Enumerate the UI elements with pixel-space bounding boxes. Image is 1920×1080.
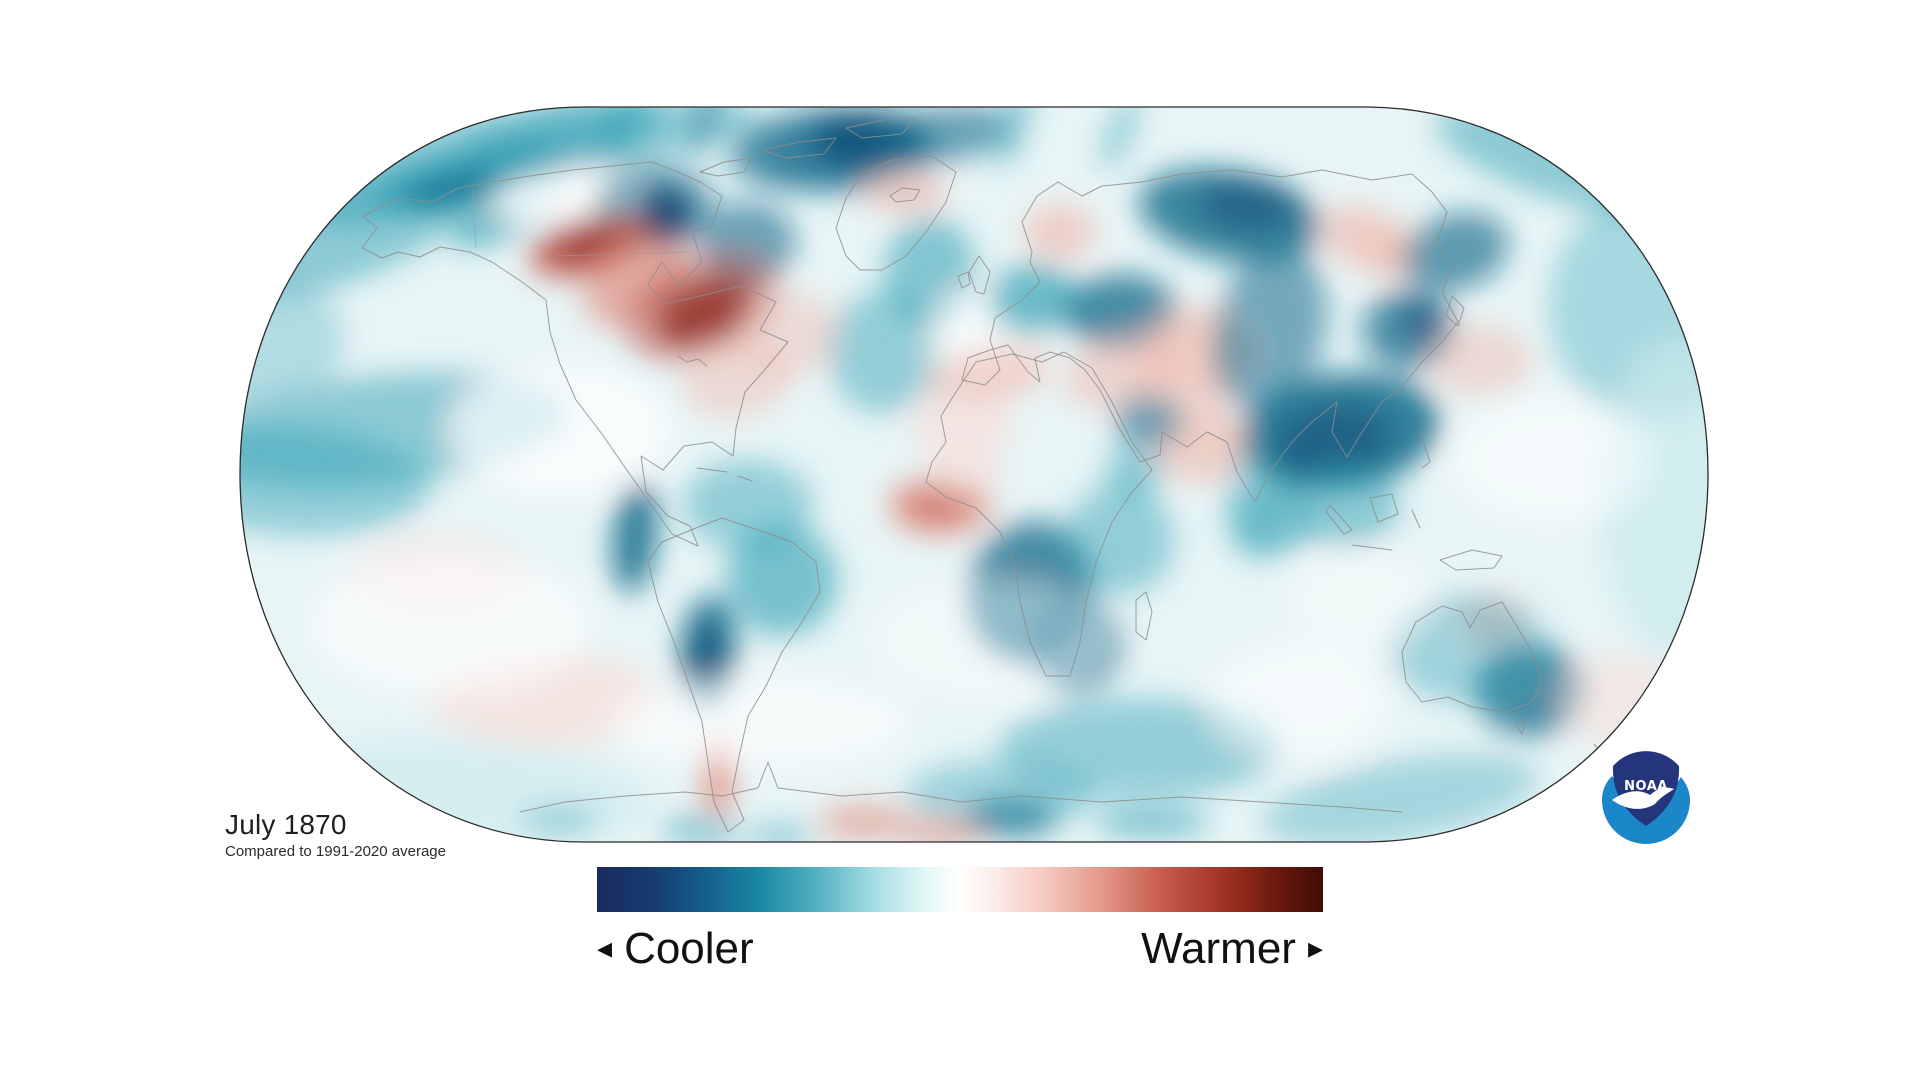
- us-canada-border: [471, 187, 689, 257]
- title-block: July 1870 Compared to 1991-2020 average: [225, 809, 446, 861]
- coast-africa: [925, 351, 1153, 677]
- cooler-legend: ◂ Cooler: [597, 924, 754, 974]
- coast-iceland: [889, 187, 921, 203]
- coast-greenland: [835, 155, 957, 271]
- warmer-label: Warmer: [1141, 924, 1296, 973]
- noaa-logo-text: NOAA: [1624, 779, 1668, 794]
- coast-se-asia-islands: [1325, 431, 1503, 571]
- warmer-legend: Warmer ▸: [1141, 924, 1323, 974]
- noaa-logo: NOAA: [1602, 751, 1690, 844]
- coast-madagascar: [1135, 591, 1153, 641]
- right-arrow-icon: ▸: [1307, 932, 1323, 965]
- anomaly-blob-layer: [240, 107, 1708, 842]
- page-subtitle: Compared to 1991-2020 average: [225, 843, 446, 860]
- temperature-colorbar: [597, 867, 1323, 912]
- left-arrow-icon: ◂: [597, 932, 613, 965]
- colorbar-legend: ◂ Cooler Warmer ▸: [597, 924, 1323, 974]
- noaa-logo-gull-icon: [1612, 787, 1674, 809]
- coast-caribbean: [696, 467, 753, 482]
- coast-north-america: [361, 161, 789, 547]
- cooler-label: Cooler: [624, 924, 754, 973]
- coast-south-america: [647, 517, 821, 833]
- great-lakes: [677, 355, 708, 367]
- coast-australia: [1401, 601, 1543, 735]
- map-outline: [239, 106, 1709, 843]
- coast-british-isles: [957, 255, 991, 295]
- coast-japan: [1445, 295, 1465, 327]
- coast-eurasia: [961, 169, 1459, 503]
- coastlines: [361, 117, 1625, 833]
- coast-antarctica: [519, 761, 1403, 813]
- coast-arctic-islands: [699, 117, 917, 177]
- page-title: July 1870: [225, 809, 347, 840]
